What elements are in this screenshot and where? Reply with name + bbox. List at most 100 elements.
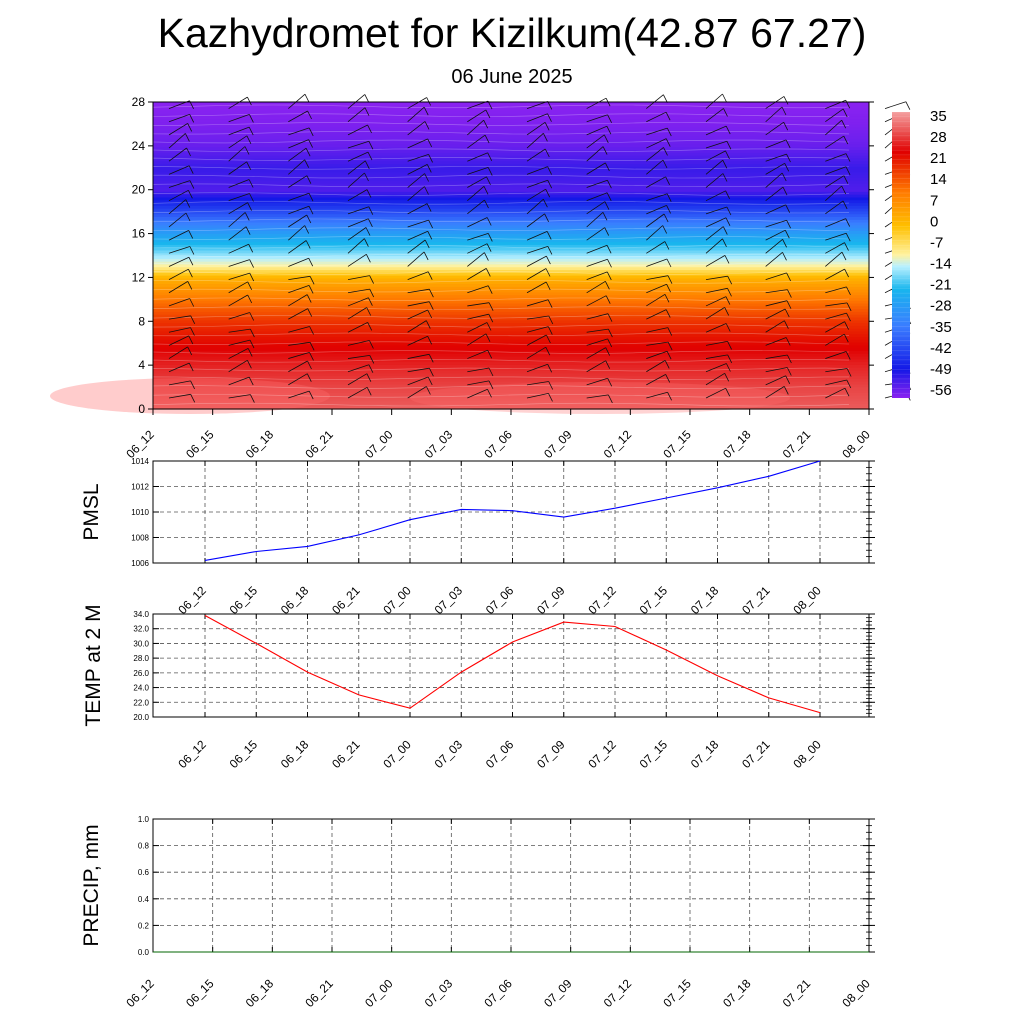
wind-barb-flag	[726, 206, 732, 216]
wind-barb	[168, 362, 190, 373]
wind-barb	[825, 185, 842, 201]
wind-barb-flag	[547, 326, 553, 335]
wind-barb-flag	[723, 108, 728, 117]
wind-barb	[586, 114, 608, 123]
wind-barb	[646, 225, 663, 241]
y-tick-label: 0	[138, 402, 145, 416]
wind-barb-flag	[725, 323, 731, 332]
wind-barb-flag	[427, 336, 433, 345]
heatmap-band	[153, 216, 869, 220]
wind-barb-flag	[845, 218, 851, 227]
wind-barb-flag	[548, 381, 554, 390]
x-tick-label: 06_21	[302, 976, 336, 1010]
wind-barb-flag	[787, 354, 792, 364]
wind-barb	[407, 376, 429, 386]
heatmap-band	[153, 403, 869, 407]
wind-barb-flag	[366, 254, 371, 263]
wind-barb-flag	[249, 114, 254, 123]
wind-barb-flag	[782, 186, 788, 196]
heatmap-band	[153, 372, 869, 377]
wind-barb-flag	[186, 147, 191, 157]
colorbar-label: -28	[930, 298, 952, 315]
wind-barb-flag	[250, 328, 255, 338]
wind-barb	[705, 159, 724, 175]
colorbar-label: -35	[930, 319, 952, 336]
wind-barb-flag	[247, 96, 252, 106]
wind-barb-flag	[725, 190, 730, 199]
x-tick-label: 07_18	[688, 737, 722, 771]
wind-barb-flag	[366, 387, 372, 396]
wind-barb-flag	[306, 175, 312, 184]
wind-barb	[347, 288, 370, 294]
wind-barb-flag	[846, 379, 852, 389]
wind-barb-flag	[666, 205, 671, 214]
wind-barb-flag	[666, 193, 672, 202]
wind-barb-flag	[785, 204, 791, 213]
heatmap-band	[153, 302, 869, 307]
wind-barb	[347, 227, 367, 241]
temp-panel: 20.0 22.0 24.0 26.0 28.0 30.0 32.0 34.0 06_12 06_…	[82, 604, 875, 771]
y-tick-label: 8	[138, 314, 145, 328]
heatmap-band	[153, 305, 869, 310]
wind-barb	[288, 275, 311, 281]
wind-barb-flag	[188, 230, 194, 239]
y-tick-label: 24.0	[133, 684, 149, 693]
wind-barb-flag	[725, 388, 731, 397]
wind-barb-flag	[783, 122, 789, 131]
wind-barb	[705, 287, 728, 294]
y-tick-label: 1014	[131, 457, 149, 466]
heatmap-band	[153, 146, 869, 151]
wind-barb	[765, 308, 786, 320]
heatmap-band	[153, 171, 869, 176]
wind-barb	[646, 350, 668, 359]
wind-barb	[646, 293, 666, 307]
wind-barb-flag	[428, 354, 434, 363]
wind-barb	[765, 153, 787, 162]
wind-barb-flag	[845, 233, 851, 242]
wind-barb	[705, 296, 727, 307]
wind-barb-flag	[725, 150, 730, 160]
wind-barb	[288, 159, 305, 175]
wind-barb-flag	[308, 193, 314, 202]
x-tick-label: 07_15	[660, 427, 694, 461]
wind-barb-flag	[665, 176, 670, 185]
heatmap-band	[153, 247, 869, 251]
wind-barb	[765, 172, 783, 188]
wind-barb	[168, 189, 189, 202]
wind-barb	[526, 299, 549, 307]
wind-barb	[646, 275, 669, 281]
x-tick-label: 06_21	[302, 427, 336, 461]
wind-barb	[705, 140, 728, 149]
wind-barb	[765, 386, 785, 399]
wind-barb	[407, 154, 429, 162]
wind-barb	[526, 281, 547, 294]
wind-barb	[765, 106, 783, 123]
colorbar-gradient	[892, 112, 910, 398]
wind-barb-flag	[845, 166, 851, 175]
wind-barb	[228, 359, 248, 373]
wind-barb	[526, 148, 546, 162]
wind-barb-flag	[364, 238, 369, 247]
wind-barb	[407, 288, 430, 294]
wind-barb	[586, 212, 604, 228]
wind-barb	[646, 193, 668, 202]
wind-barb	[347, 364, 370, 373]
wind-barb-flag	[249, 312, 255, 321]
wind-barb	[705, 190, 726, 202]
wind-barb-flag	[547, 364, 553, 373]
heatmap-band	[153, 249, 869, 254]
wind-barb	[347, 107, 366, 123]
wind-barb-flag	[307, 308, 313, 317]
wind-barb-flag	[305, 148, 311, 157]
wind-barb-flag	[427, 138, 433, 148]
heatmap-band	[153, 219, 869, 223]
wind-barb-flag	[846, 286, 851, 296]
wind-barb	[705, 372, 725, 386]
y-axis-label: TEMP at 2 M	[82, 604, 105, 726]
wind-barb	[407, 219, 429, 228]
wind-barb	[407, 97, 427, 109]
contour-line	[152, 174, 850, 179]
wind-barb	[526, 326, 549, 333]
wind-barb-flag	[605, 360, 611, 369]
